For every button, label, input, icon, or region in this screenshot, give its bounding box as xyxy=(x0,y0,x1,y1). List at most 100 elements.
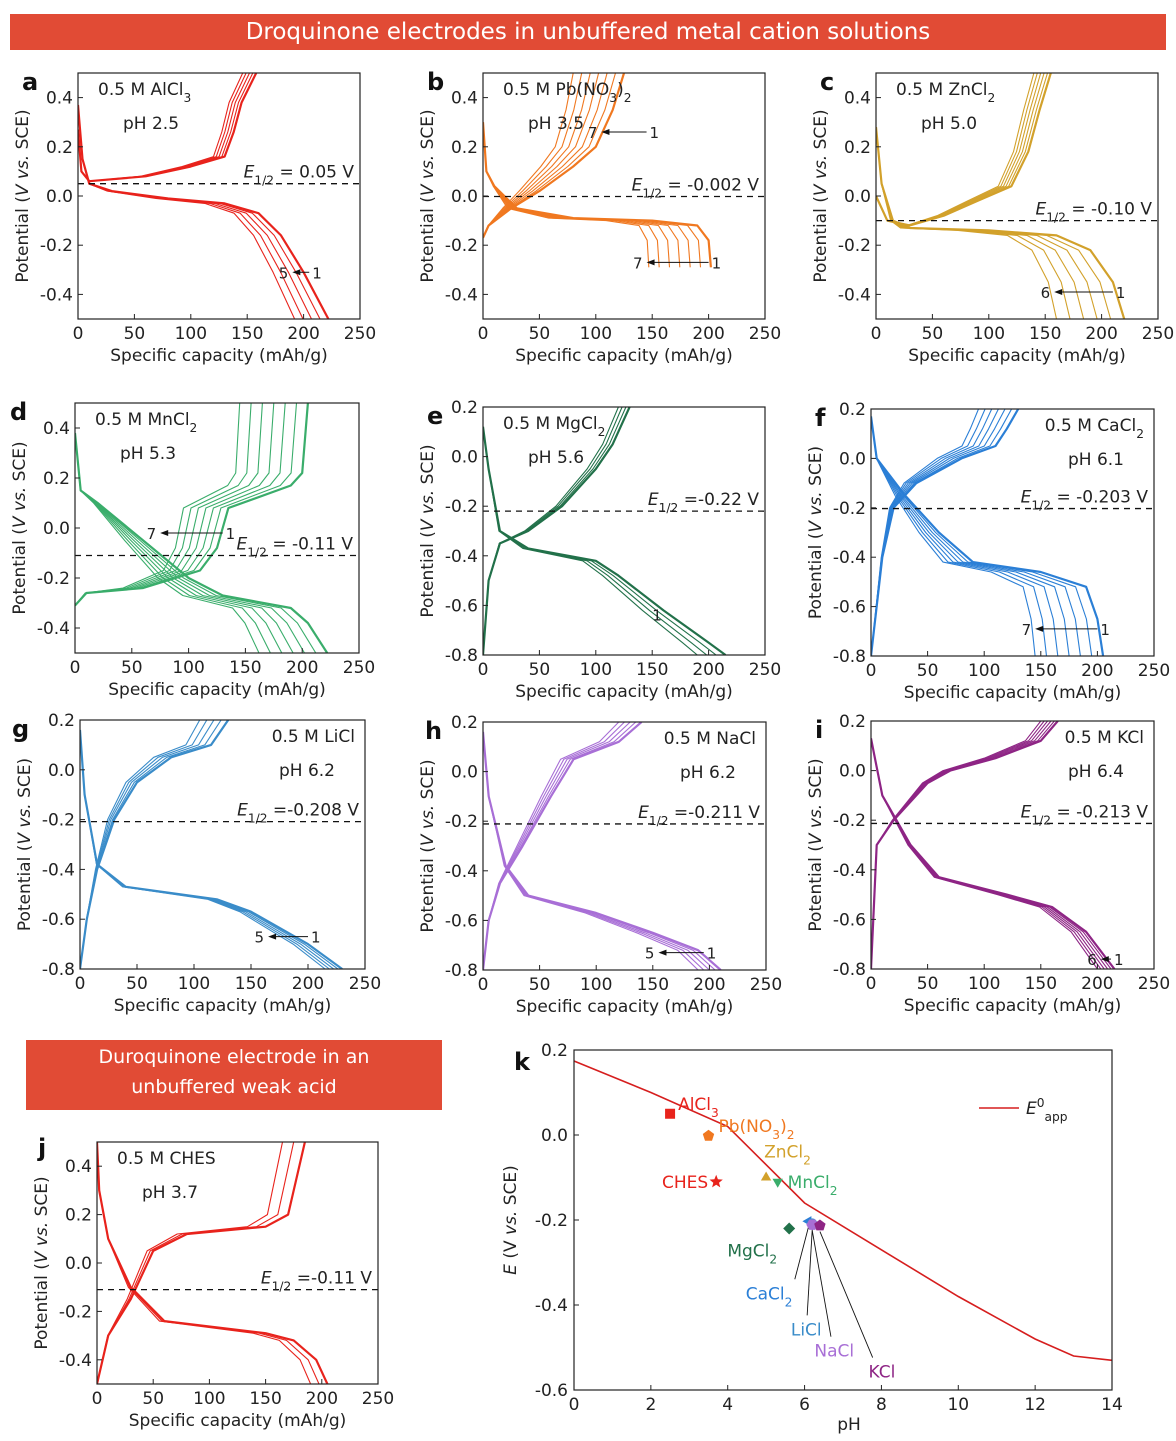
x-tick-label: 250 xyxy=(362,1389,394,1409)
plot-frame xyxy=(870,720,1155,970)
point-label: CHES xyxy=(662,1173,708,1193)
charge-curve-cycle-6 xyxy=(876,73,1035,227)
y-tick-label: 0.2 xyxy=(43,469,70,489)
panel-letter: h xyxy=(425,717,442,745)
discharge-curve-cycle-1 xyxy=(97,1142,329,1384)
x-tick-label: 200 xyxy=(292,974,324,994)
cycle-label-first: 1 xyxy=(707,945,717,963)
y-axis-label: Potential (V vs. SCE) xyxy=(806,758,826,931)
y-tick-label: 0.2 xyxy=(46,138,73,158)
charge-curve-cycle-2 xyxy=(97,1142,295,1384)
point-label: AlCl3 xyxy=(678,1095,719,1120)
cycle-arrow-head xyxy=(601,129,610,136)
discharge-curve-cycle-7 xyxy=(483,122,650,268)
curves-d xyxy=(75,403,329,653)
charge-curve-cycle-2 xyxy=(871,409,1013,656)
discharge-curve-cycle-5 xyxy=(871,738,1102,969)
charge-curve-cycle-1 xyxy=(871,409,1020,656)
charge-curve-cycle-3 xyxy=(871,721,1052,969)
panel-letter: k xyxy=(514,1048,531,1076)
electrolyte-label: 0.5 M MgCl2 xyxy=(503,414,605,439)
discharge-curve-cycle-3 xyxy=(97,1142,312,1384)
cycle-label-first: 1 xyxy=(652,606,662,624)
ph-label: pH 6.4 xyxy=(1068,762,1124,782)
panel-letter: e xyxy=(427,402,443,430)
point-label: KCl xyxy=(869,1363,896,1383)
y-tick-label: -0.2 xyxy=(445,236,478,256)
y-tick-label: -0.4 xyxy=(535,1296,568,1316)
y-tick-label: -0.2 xyxy=(535,1211,568,1231)
y-axis-label: E (V vs. SCE) xyxy=(501,1165,521,1275)
y-tick-label: -0.6 xyxy=(833,598,866,618)
plot-frame xyxy=(74,402,360,654)
plot-frame xyxy=(482,406,766,656)
ph-label: pH 5.0 xyxy=(921,114,977,134)
cycle-label-first: 1 xyxy=(311,929,321,947)
x-tick-label: 200 xyxy=(1085,324,1117,344)
marker-pentagon xyxy=(814,1219,826,1231)
x-tick-label: 250 xyxy=(344,324,376,344)
charge-curve-cycle-7 xyxy=(483,73,574,239)
y-tick-label: -0.2 xyxy=(42,811,75,831)
discharge-curve-cycle-5 xyxy=(75,432,283,653)
y-axis-label: Potential (V vs. SCE) xyxy=(418,444,438,617)
e-half-label: E1/2 =-0.211 V xyxy=(638,803,760,828)
y-tick-label: 0.2 xyxy=(451,713,478,733)
y-tick-label: 0.4 xyxy=(65,1157,92,1177)
x-tick-label: 100 xyxy=(580,660,612,680)
e-half-label: E1/2 = -0.213 V xyxy=(1021,802,1149,827)
discharge-curve-cycle-2 xyxy=(78,104,321,319)
x-tick-label: 150 xyxy=(1025,661,1057,681)
y-tick-label: 0.0 xyxy=(451,448,478,468)
e-half-label: E1/2 =-0.208 V xyxy=(237,801,359,826)
x-tick-label: 150 xyxy=(1029,324,1061,344)
y-axis-label: Potential (V vs. SCE) xyxy=(10,441,30,614)
panel-j: 0 50 100 150 200 250 -0.4 -0.2 0.0 0.2 0.4 Specific… xyxy=(32,1134,394,1431)
charge-curve-cycle-7 xyxy=(75,403,241,606)
y-tick-label: 0.2 xyxy=(839,400,866,420)
cycle-arrow-head xyxy=(160,530,169,536)
cycle-label-last: 7 xyxy=(147,525,157,543)
discharge-curve-cycle-1 xyxy=(483,426,727,655)
x-tick-label: 100 xyxy=(178,974,210,994)
point-label: MnCl2 xyxy=(788,1173,838,1198)
x-tick-label: 200 xyxy=(693,975,725,995)
panel-h: 0 50 100 150 200 250 -0.8 -0.6 -0.4 -0.2 0.0 0.2 Spe… xyxy=(418,713,782,1017)
subtitle-banner-j: Duroquinone electrode in an unbuffered w… xyxy=(26,1040,442,1110)
panel-letter: f xyxy=(815,404,826,432)
discharge-curve-cycle-6 xyxy=(871,738,1098,969)
x-tick-label: 250 xyxy=(750,975,782,995)
charge-curve-cycle-5 xyxy=(78,73,244,182)
x-tick-label: 50 xyxy=(124,324,146,344)
x-tick-label: 200 xyxy=(1081,974,1113,994)
x-tick-label: 2 xyxy=(645,1395,656,1415)
electrolyte-label: 0.5 M CHES xyxy=(117,1149,216,1169)
x-tick-label: 100 xyxy=(580,324,612,344)
y-tick-label: -0.8 xyxy=(445,961,478,981)
y-tick-label: 0.2 xyxy=(48,711,75,731)
marker-hexagon xyxy=(806,1219,819,1230)
x-axis-label: Specific capacity (mAh/g) xyxy=(129,1411,347,1431)
x-tick-label: 250 xyxy=(343,658,375,678)
y-tick-label: -0.2 xyxy=(838,236,871,256)
y-tick-label: -0.2 xyxy=(833,811,866,831)
charge-curve-cycle-1 xyxy=(871,721,1059,969)
electrolyte-label: 0.5 M KCl xyxy=(1065,728,1144,748)
y-tick-label: -0.8 xyxy=(833,647,866,667)
y-tick-label: 0.0 xyxy=(65,1254,92,1274)
discharge-curve-cycle-5 xyxy=(483,731,699,970)
discharge-curve-cycle-7 xyxy=(871,416,1036,656)
y-tick-label: -0.4 xyxy=(445,862,478,882)
x-tick-label: 200 xyxy=(306,1389,338,1409)
discharge-curve-cycle-2 xyxy=(876,127,1112,319)
leader-line xyxy=(811,1230,832,1337)
e-half-label: E1/2 =-0.11 V xyxy=(261,1269,372,1294)
x-tick-label: 50 xyxy=(121,658,143,678)
ph-label: pH 6.1 xyxy=(1068,450,1124,470)
charge-curve-cycle-5 xyxy=(80,720,201,969)
x-tick-label: 250 xyxy=(1138,661,1170,681)
y-tick-label: 0.4 xyxy=(844,89,871,109)
marker-triangle-up xyxy=(760,1171,772,1181)
x-tick-label: 200 xyxy=(287,324,319,344)
